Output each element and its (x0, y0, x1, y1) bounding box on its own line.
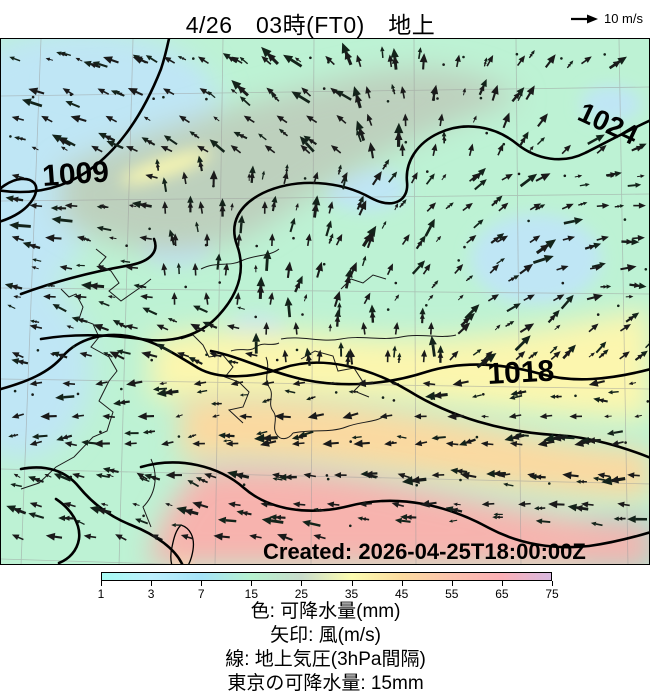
svg-text:1018: 1018 (487, 355, 555, 391)
svg-text:1009: 1009 (41, 155, 110, 193)
svg-text:Created: 2026-04-25T18:00:00Z: Created: 2026-04-25T18:00:00Z (263, 539, 586, 564)
